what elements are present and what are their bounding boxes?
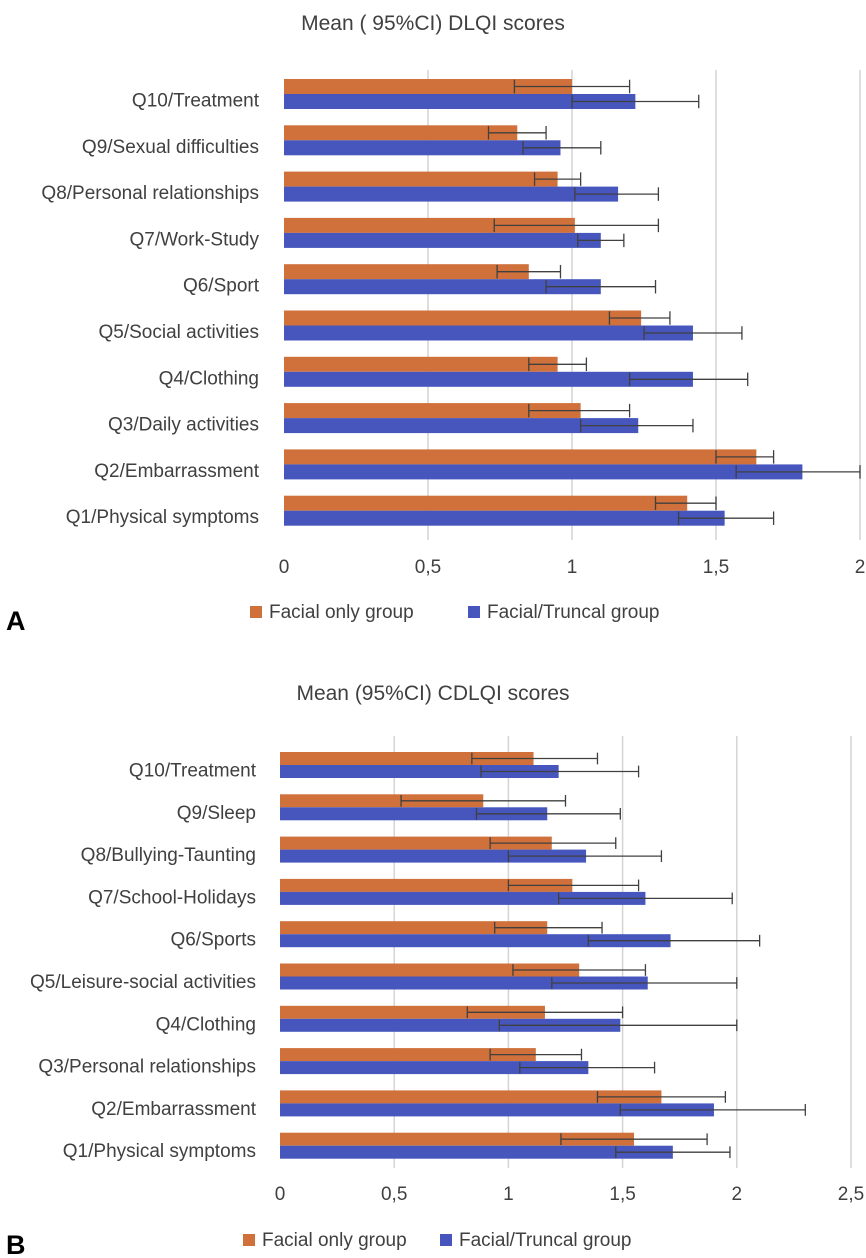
- bar: [280, 1005, 545, 1019]
- category-label: Q10/Treatment: [129, 761, 257, 782]
- category-label: Q3/Personal relationships: [38, 1057, 256, 1078]
- bar: [280, 963, 580, 977]
- bar: [280, 1090, 662, 1104]
- category-label: Q2/Embarrassment: [94, 461, 259, 482]
- x-tick-label: 0: [279, 557, 290, 578]
- category-label: Q8/Bullying-Taunting: [81, 845, 256, 866]
- category-label: Q9/Sexual difficulties: [82, 137, 259, 158]
- chart-title: Mean ( 95%CI) DLQI scores: [301, 12, 565, 35]
- bar: [280, 1061, 589, 1075]
- bar: [280, 765, 559, 778]
- bar: [280, 849, 587, 863]
- bar: [280, 934, 671, 948]
- bar: [284, 449, 757, 465]
- bar: [280, 752, 534, 765]
- x-tick-label: 1: [503, 1184, 514, 1205]
- category-label: Q1/Physical symptoms: [63, 1141, 256, 1162]
- x-tick-label: 1,5: [609, 1184, 635, 1205]
- bar: [284, 125, 518, 141]
- category-label: Q9/Sleep: [177, 803, 256, 824]
- category-label: Q8/Personal relationships: [41, 183, 259, 204]
- bar: [284, 232, 601, 248]
- category-label: Q5/Leisure-social activities: [30, 972, 256, 993]
- legend-swatch: [440, 1234, 452, 1246]
- x-tick-label: 2,5: [838, 1184, 864, 1205]
- x-tick-label: 2: [732, 1184, 743, 1205]
- bar: [284, 79, 572, 94]
- category-label: Q2/Embarrassment: [91, 1099, 256, 1120]
- bar: [284, 325, 693, 341]
- legend-swatch: [243, 1234, 255, 1246]
- category-label: Q4/Clothing: [159, 368, 259, 389]
- bar: [280, 836, 552, 850]
- legend-swatch: [250, 606, 262, 618]
- category-label: Q6/Sports: [170, 930, 256, 951]
- x-tick-label: 0: [275, 1184, 286, 1205]
- bar: [280, 976, 648, 990]
- bar: [280, 891, 646, 905]
- bar: [280, 807, 548, 821]
- legend-entry: Facial only group: [262, 1230, 407, 1251]
- legend-swatch: [468, 606, 480, 618]
- bar: [284, 171, 558, 187]
- bar: [284, 495, 688, 511]
- bar: [280, 878, 573, 892]
- x-tick-label: 1: [567, 557, 578, 578]
- panel-label: B: [6, 1230, 26, 1258]
- bar: [280, 1048, 536, 1062]
- category-label: Q7/School-Holidays: [88, 887, 256, 908]
- category-label: Q1/Physical symptoms: [66, 507, 259, 528]
- category-label: Q5/Social activities: [98, 322, 259, 343]
- chart-panel-b: Mean (95%CI) CDLQI scores 0 0,5 1 1,5 2 2,5 Q10…: [6, 682, 864, 1258]
- panel-label: A: [6, 606, 26, 636]
- bar: [284, 418, 639, 434]
- bar: [284, 264, 529, 280]
- bar: [284, 186, 619, 202]
- bar: [280, 794, 484, 808]
- category-label: Q6/Sport: [183, 276, 260, 297]
- chart-title: Mean (95%CI) CDLQI scores: [296, 682, 569, 705]
- bar: [284, 356, 558, 372]
- bar: [280, 1145, 673, 1159]
- bar: [284, 94, 636, 109]
- bar: [284, 279, 601, 295]
- legend-entry: Facial/Truncal group: [459, 1230, 631, 1251]
- bar: [284, 403, 581, 419]
- bar: [280, 921, 548, 935]
- x-tick-label: 1,5: [703, 557, 729, 578]
- x-tick-label: 0,5: [415, 557, 441, 578]
- bar: [280, 1132, 635, 1146]
- bar: [284, 217, 575, 233]
- bar: [284, 140, 561, 156]
- bar: [280, 1103, 714, 1117]
- x-tick-label: 0,5: [381, 1184, 407, 1205]
- legend-entry: Facial only group: [269, 602, 414, 623]
- category-label: Q4/Clothing: [156, 1014, 256, 1035]
- bar: [284, 464, 803, 480]
- bar: [284, 310, 642, 326]
- category-label: Q3/Daily activities: [108, 415, 259, 436]
- bar: [284, 371, 693, 387]
- legend-entry: Facial/Truncal group: [487, 602, 659, 623]
- bar: [284, 510, 725, 526]
- chart-panel-a: Mean ( 95%CI) DLQI scores 0 0,5 1 1,5 2 Q10/Tr…: [6, 12, 865, 636]
- category-label: Q7/Work-Study: [129, 229, 259, 250]
- category-label: Q10/Treatment: [132, 91, 260, 112]
- x-tick-label: 2: [855, 557, 866, 578]
- bar: [280, 1018, 621, 1032]
